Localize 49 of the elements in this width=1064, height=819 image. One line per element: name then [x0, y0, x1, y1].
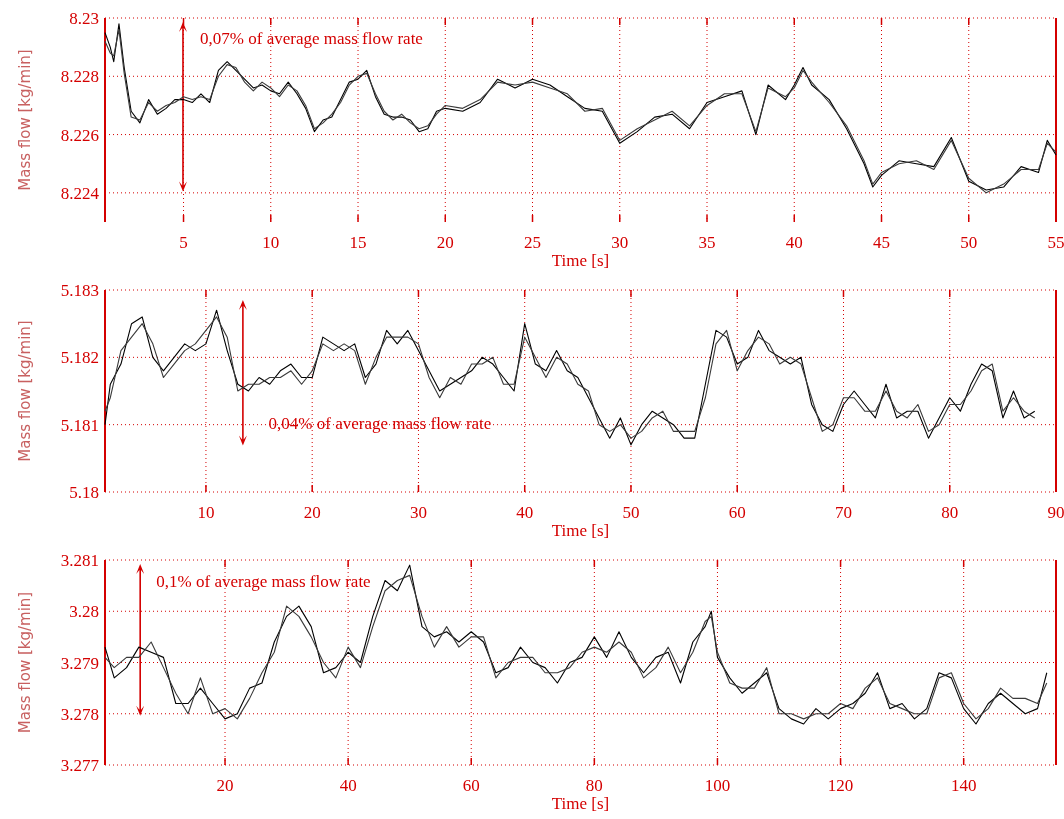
y-tick-label: 5.181 [60, 415, 99, 435]
x-tick-label: 40 [339, 776, 357, 795]
x-tick-label: 45 [873, 233, 890, 252]
x-tick-label: 100 [704, 776, 731, 795]
x-tick-label: 10 [262, 233, 280, 252]
x-tick-label: 90 [1047, 503, 1064, 522]
x-tick-label: 35 [698, 233, 716, 252]
y-tick-label: 3.281 [60, 551, 99, 570]
y-axis-title: Mass flow [kg/min] [16, 591, 34, 734]
x-tick-label: 30 [409, 503, 427, 522]
x-tick-label: 140 [950, 776, 977, 795]
y-tick-label: 3.28 [69, 602, 99, 622]
x-tick-label: 20 [303, 503, 321, 522]
x-tick-label: 20 [436, 233, 454, 252]
y-tick-label: 5.182 [60, 348, 99, 368]
x-tick-label: 60 [728, 503, 746, 522]
x-tick-label: 20 [216, 776, 234, 795]
x-axis-title: Time [s] [551, 251, 610, 270]
x-tick-label: 50 [960, 233, 978, 252]
annotation: 0,1% of average mass flow rate [156, 571, 371, 591]
y-tick-label: 3.279 [60, 653, 99, 673]
x-axis-title: Time [s] [551, 794, 610, 813]
x-tick-label: 120 [827, 776, 854, 795]
x-tick-label: 70 [834, 503, 852, 522]
x-tick-label: 30 [611, 233, 629, 252]
y-tick-label: 8.228 [60, 67, 99, 87]
x-tick-label: 55 [1047, 233, 1064, 252]
y-tick-label: 5.18 [69, 483, 99, 502]
x-tick-label: 80 [941, 503, 959, 522]
y-tick-label: 8.226 [60, 125, 99, 145]
x-tick-label: 40 [516, 503, 534, 522]
annotation: 0,07% of average mass flow rate [200, 29, 423, 49]
y-tick-label: 8.224 [60, 183, 100, 203]
y-axis-title: Mass flow [kg/min] [16, 49, 34, 191]
y-tick-label: 3.278 [60, 704, 99, 724]
x-tick-label: 5 [179, 233, 188, 252]
x-tick-label: 50 [622, 503, 640, 522]
y-axis-title: Mass flow [kg/min] [16, 320, 34, 462]
x-tick-label: 80 [585, 776, 603, 795]
x-tick-label: 25 [524, 233, 542, 252]
y-tick-label: 8.23 [69, 9, 99, 28]
annotation: 0,04% of average mass flow rate [268, 414, 492, 434]
x-tick-label: 60 [462, 776, 480, 795]
x-tick-label: 40 [785, 233, 803, 252]
y-tick-label: 5.183 [60, 281, 99, 300]
x-tick-label: 10 [197, 503, 215, 522]
x-tick-label: 15 [349, 233, 367, 252]
x-axis-title: Time [s] [551, 521, 610, 540]
y-tick-label: 3.277 [60, 756, 100, 775]
